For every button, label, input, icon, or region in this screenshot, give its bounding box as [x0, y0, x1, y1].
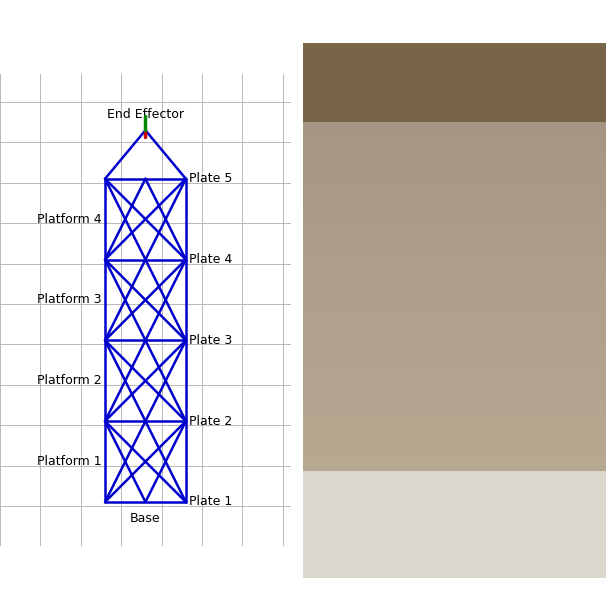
- Text: Platform 2: Platform 2: [37, 375, 102, 387]
- Text: Plate 5: Plate 5: [189, 172, 233, 185]
- Text: Plate 1: Plate 1: [189, 496, 232, 508]
- Text: Plate 2: Plate 2: [189, 415, 232, 427]
- Text: Base: Base: [130, 512, 161, 525]
- Text: Plate 3: Plate 3: [189, 334, 232, 347]
- Text: Platform 4: Platform 4: [37, 213, 102, 226]
- Text: Platform 3: Platform 3: [37, 294, 102, 306]
- Text: Plate 4: Plate 4: [189, 253, 232, 266]
- Text: Platform 1: Platform 1: [37, 455, 102, 468]
- Text: End Effector: End Effector: [107, 108, 184, 120]
